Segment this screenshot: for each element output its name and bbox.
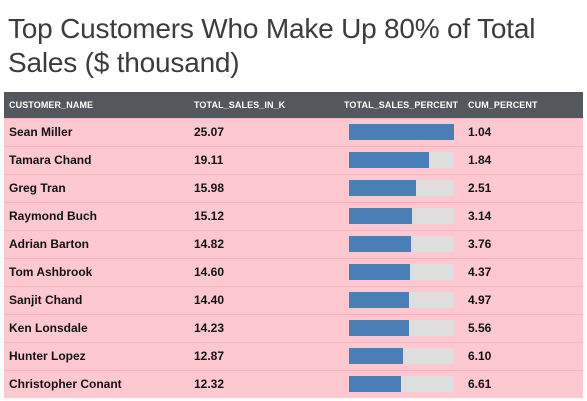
total-sales-cell: 14.60 bbox=[189, 257, 339, 286]
sales-percent-bar-cell bbox=[339, 313, 463, 342]
total-sales-cell: 25.07 bbox=[189, 117, 339, 146]
sales-percent-bar-cell bbox=[339, 229, 463, 258]
sales-bar-fill bbox=[349, 180, 416, 196]
customer-name-cell: Tom Ashbrook bbox=[4, 257, 189, 286]
customer-name-cell: Sanjit Chand bbox=[4, 285, 189, 314]
customer-name-cell: Hunter Lopez bbox=[4, 341, 189, 370]
sales-bar-fill bbox=[349, 264, 411, 280]
total-sales-cell: 15.98 bbox=[189, 173, 339, 202]
sales-bar-fill bbox=[349, 292, 410, 308]
sales-percent-bar-cell bbox=[339, 285, 463, 314]
sales-bar-track bbox=[349, 264, 454, 280]
sales-percent-bar-cell bbox=[339, 369, 463, 398]
table-row[interactable]: Sanjit Chand 14.40 4.97 bbox=[4, 285, 583, 314]
table-row[interactable]: Hunter Lopez 12.87 6.10 bbox=[4, 341, 583, 370]
cum-percent-cell: 1.84 bbox=[463, 145, 583, 174]
sales-bar-track bbox=[349, 124, 454, 140]
table-row[interactable]: Tamara Chand 19.11 1.84 bbox=[4, 145, 583, 174]
customer-name-cell: Ken Lonsdale bbox=[4, 313, 189, 342]
cum-percent-cell: 4.97 bbox=[463, 285, 583, 314]
cum-percent-cell: 4.37 bbox=[463, 257, 583, 286]
sales-bar-fill bbox=[349, 236, 412, 252]
sales-bar-track bbox=[349, 208, 454, 224]
cum-percent-cell: 2.51 bbox=[463, 173, 583, 202]
table-row[interactable]: Greg Tran 15.98 2.51 bbox=[4, 173, 583, 202]
column-header-cum-percent[interactable]: CUM_PERCENT bbox=[468, 99, 538, 110]
sales-bar-track bbox=[349, 236, 454, 252]
total-sales-cell: 12.87 bbox=[189, 341, 339, 370]
sales-bar-fill bbox=[349, 348, 403, 364]
cum-percent-cell: 6.61 bbox=[463, 369, 583, 398]
customer-name-cell: Tamara Chand bbox=[4, 145, 189, 174]
column-header-customer-name[interactable]: CUSTOMER_NAME bbox=[9, 99, 94, 110]
customer-name-cell: Sean Miller bbox=[4, 117, 189, 146]
cum-percent-cell: 5.56 bbox=[463, 313, 583, 342]
table-row[interactable]: Ken Lonsdale 14.23 5.56 bbox=[4, 313, 583, 342]
customer-name-cell: Greg Tran bbox=[4, 173, 189, 202]
table-body: Sean Miller 25.07 1.04 Tamara Chand 19.11 1.8… bbox=[4, 117, 583, 398]
sales-bar-fill bbox=[349, 208, 413, 224]
cum-percent-cell: 3.14 bbox=[463, 201, 583, 230]
sales-percent-bar-cell bbox=[339, 341, 463, 370]
cum-percent-cell: 3.76 bbox=[463, 229, 583, 258]
table-row[interactable]: Raymond Buch 15.12 3.14 bbox=[4, 201, 583, 230]
total-sales-cell: 14.23 bbox=[189, 313, 339, 342]
sales-bar-track bbox=[349, 152, 454, 168]
sales-bar-track bbox=[349, 292, 454, 308]
table-row[interactable]: Tom Ashbrook 14.60 4.37 bbox=[4, 257, 583, 286]
sales-bar-track bbox=[349, 348, 454, 364]
sales-percent-bar-cell bbox=[339, 117, 463, 146]
customer-table-container: CUSTOMER_NAME TOTAL_SALES_IN_K TOTAL_SAL… bbox=[4, 92, 583, 401]
sales-bar-fill bbox=[349, 124, 454, 140]
customer-name-cell: Adrian Barton bbox=[4, 229, 189, 258]
sales-bar-track bbox=[349, 180, 454, 196]
column-header-total-sales[interactable]: TOTAL_SALES_IN_K bbox=[194, 99, 286, 110]
customer-name-cell: Raymond Buch bbox=[4, 201, 189, 230]
sales-percent-bar-cell bbox=[339, 201, 463, 230]
sales-percent-bar-cell bbox=[339, 257, 463, 286]
cum-percent-cell: 1.04 bbox=[463, 117, 583, 146]
total-sales-cell: 14.40 bbox=[189, 285, 339, 314]
sales-percent-bar-cell bbox=[339, 145, 463, 174]
sales-bar-track bbox=[349, 376, 454, 393]
table-header-row: CUSTOMER_NAME TOTAL_SALES_IN_K TOTAL_SAL… bbox=[4, 92, 583, 118]
customer-name-cell: Christopher Conant bbox=[4, 369, 189, 398]
total-sales-cell: 15.12 bbox=[189, 201, 339, 230]
column-header-sales-percent[interactable]: TOTAL_SALES_PERCENT bbox=[344, 99, 459, 110]
table-row[interactable]: Christopher Conant 12.32 6.61 bbox=[4, 369, 583, 398]
sales-bar-fill bbox=[349, 320, 409, 336]
customer-table: CUSTOMER_NAME TOTAL_SALES_IN_K TOTAL_SAL… bbox=[4, 92, 583, 398]
chart-title: Top Customers Who Make Up 80% of Total S… bbox=[8, 13, 536, 78]
sales-bar-fill bbox=[349, 152, 430, 168]
sales-percent-bar-cell bbox=[339, 173, 463, 202]
sales-bar-track bbox=[349, 320, 454, 336]
total-sales-cell: 12.32 bbox=[189, 369, 339, 398]
cum-percent-cell: 6.10 bbox=[463, 341, 583, 370]
table-row[interactable]: Adrian Barton 14.82 3.76 bbox=[4, 229, 583, 258]
sales-bar-fill bbox=[349, 376, 401, 393]
total-sales-cell: 14.82 bbox=[189, 229, 339, 258]
table-row[interactable]: Sean Miller 25.07 1.04 bbox=[4, 117, 583, 146]
total-sales-cell: 19.11 bbox=[189, 145, 339, 174]
